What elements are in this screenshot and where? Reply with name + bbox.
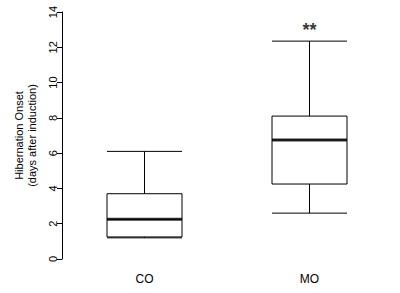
svg-text:Hibernation Onset: Hibernation Onset (13, 91, 25, 180)
svg-text:12: 12 (47, 41, 59, 53)
svg-text:CO: CO (136, 272, 154, 286)
svg-text:2: 2 (47, 221, 59, 227)
svg-text:**: ** (302, 20, 316, 40)
svg-text:10: 10 (47, 76, 59, 88)
svg-text:14: 14 (47, 6, 59, 18)
svg-text:4: 4 (47, 185, 59, 191)
svg-text:6: 6 (47, 150, 59, 156)
svg-text:8: 8 (47, 115, 59, 121)
svg-text:(days after induction): (days after induction) (26, 84, 38, 187)
svg-text:0: 0 (47, 256, 59, 262)
svg-text:MO: MO (300, 272, 319, 286)
